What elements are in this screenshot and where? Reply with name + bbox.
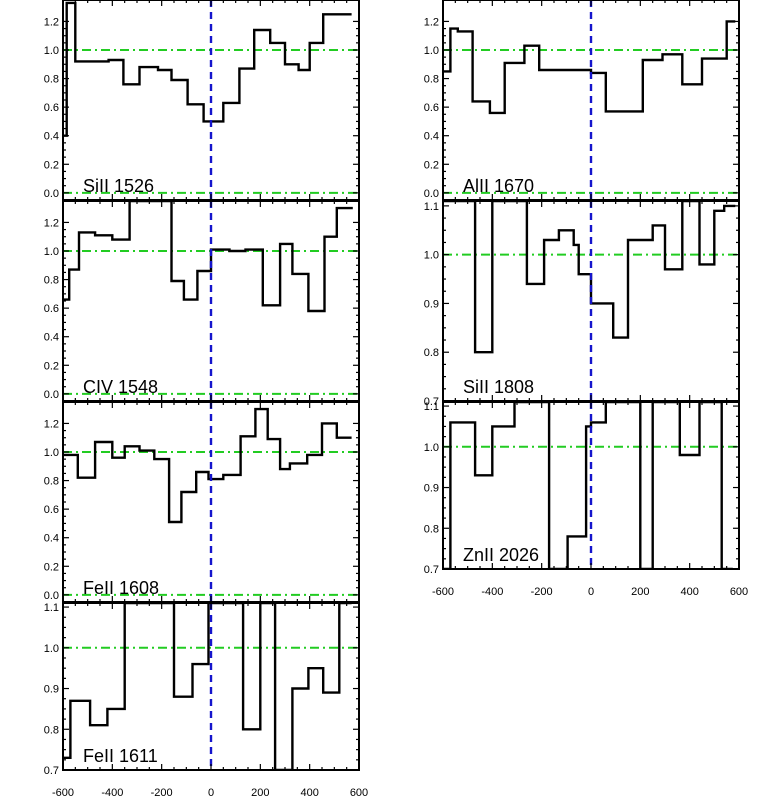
x-tick-label: -200 [531,586,553,598]
x-tick-label: 600 [350,787,368,799]
y-tick-label: 0.2 [44,360,59,372]
y-tick-label: 0.8 [424,523,439,535]
x-tick-label: -600 [52,787,74,799]
y-tick-label: 0.7 [44,765,59,777]
panel-siii-1808: 0.7 0.8 0.9 1.0 1.1 SiII 1808 [424,200,740,408]
y-tick-label: 1.0 [424,250,439,262]
y-tick-label: 0.8 [44,74,59,86]
y-tick-label: 0.8 [44,275,59,287]
x-tick-label: -200 [151,787,173,799]
x-tick-label: 200 [251,787,269,799]
x-tick-label: 400 [680,586,698,598]
y-tick-label: 1.1 [424,201,439,213]
ion-label: SiII 1526 [83,176,154,196]
y-tick-label: 0.0 [44,188,59,200]
y-tick-label: 0.8 [44,724,59,736]
x-tick-label: -400 [101,787,123,799]
ion-label: FeII 1608 [83,578,159,598]
ion-label: AlII 1670 [463,176,534,196]
y-tick-label: 0.8 [44,476,59,488]
ion-label: ZnII 2026 [463,545,539,565]
y-tick-label: 0.0 [44,389,59,401]
y-tick-label: 0.9 [44,684,59,696]
y-tick-label: 1.0 [44,643,59,655]
y-tick-label: 1.0 [424,45,439,57]
spectrum-line [443,201,736,354]
panel-alii-1670: 0.0 0.2 0.4 0.6 0.8 1.0 1.2 AlII 1670 [424,0,740,201]
y-tick-label: 1.0 [44,246,59,258]
x-tick-label: -600 [432,586,454,598]
y-tick-label: 0.4 [44,332,59,344]
y-tick-label: 0.6 [44,504,59,516]
spectrum-line [63,603,352,770]
x-tick-label: 200 [631,586,649,598]
y-tick-label: 1.2 [44,16,59,28]
y-tick-label: 0.2 [44,561,59,573]
y-tick-label: 1.0 [44,447,59,459]
panel-feii-1608: 0.0 0.2 0.4 0.6 0.8 1.0 1.2 FeII 1608 [44,401,360,603]
y-tick-label: 0.6 [44,303,59,315]
spectrum-line [63,407,352,524]
y-tick-label: 0.2 [44,159,59,171]
y-tick-label: 0.9 [424,483,439,495]
y-tick-label: 0.2 [424,159,439,171]
panel-znii-2026: 0.7 0.8 0.9 1.0 1.1 -600 -400 -200 0 200 400 600 ZnI… [424,401,748,598]
panel-civ-1548: 0.0 0.2 0.4 0.6 0.8 1.0 1.2 CIV 1548 [44,200,360,402]
y-tick-label: 0.0 [44,590,59,602]
ion-label: SiII 1808 [463,377,534,397]
panel-feii-1611: 0.7 0.8 0.9 1.0 1.1 -600 -400 -200 0 200 400 600 FeI… [44,602,368,799]
y-tick-label: 0.6 [424,102,439,114]
y-tick-label: 0.4 [424,131,439,143]
y-tick-label: 0.4 [44,131,59,143]
y-tick-label: 0.7 [424,396,439,408]
y-tick-label: 0.4 [44,533,59,545]
x-tick-label: -400 [481,586,503,598]
x-tick-label: 600 [730,586,748,598]
panel-siii-1526: 0.0 0.2 0.4 0.6 0.8 1.0 1.2 SiII 1526 [44,0,360,201]
y-tick-label: 1.2 [44,217,59,229]
x-tick-label: 400 [300,787,318,799]
spectrum-line [63,1,352,137]
y-tick-label: 1.2 [424,16,439,28]
y-tick-label: 0.8 [424,74,439,86]
y-tick-label: 0.7 [424,564,439,576]
y-tick-label: 1.1 [424,401,439,413]
y-tick-label: 1.0 [424,442,439,454]
y-tick-label: 1.1 [44,602,59,614]
x-tick-label: 0 [208,787,214,799]
y-tick-label: 0.9 [424,298,439,310]
ion-label: CIV 1548 [83,377,158,397]
ion-label: FeII 1611 [83,746,158,766]
spectrum-line [63,201,353,313]
spectrum-line [443,402,733,569]
y-tick-label: 0.8 [424,347,439,359]
y-tick-label: 0.0 [424,188,439,200]
y-tick-label: 1.0 [44,45,59,57]
y-tick-label: 1.2 [44,418,59,430]
y-tick-label: 0.6 [44,102,59,114]
x-tick-label: 0 [588,586,594,598]
spectrum-line [443,20,736,115]
